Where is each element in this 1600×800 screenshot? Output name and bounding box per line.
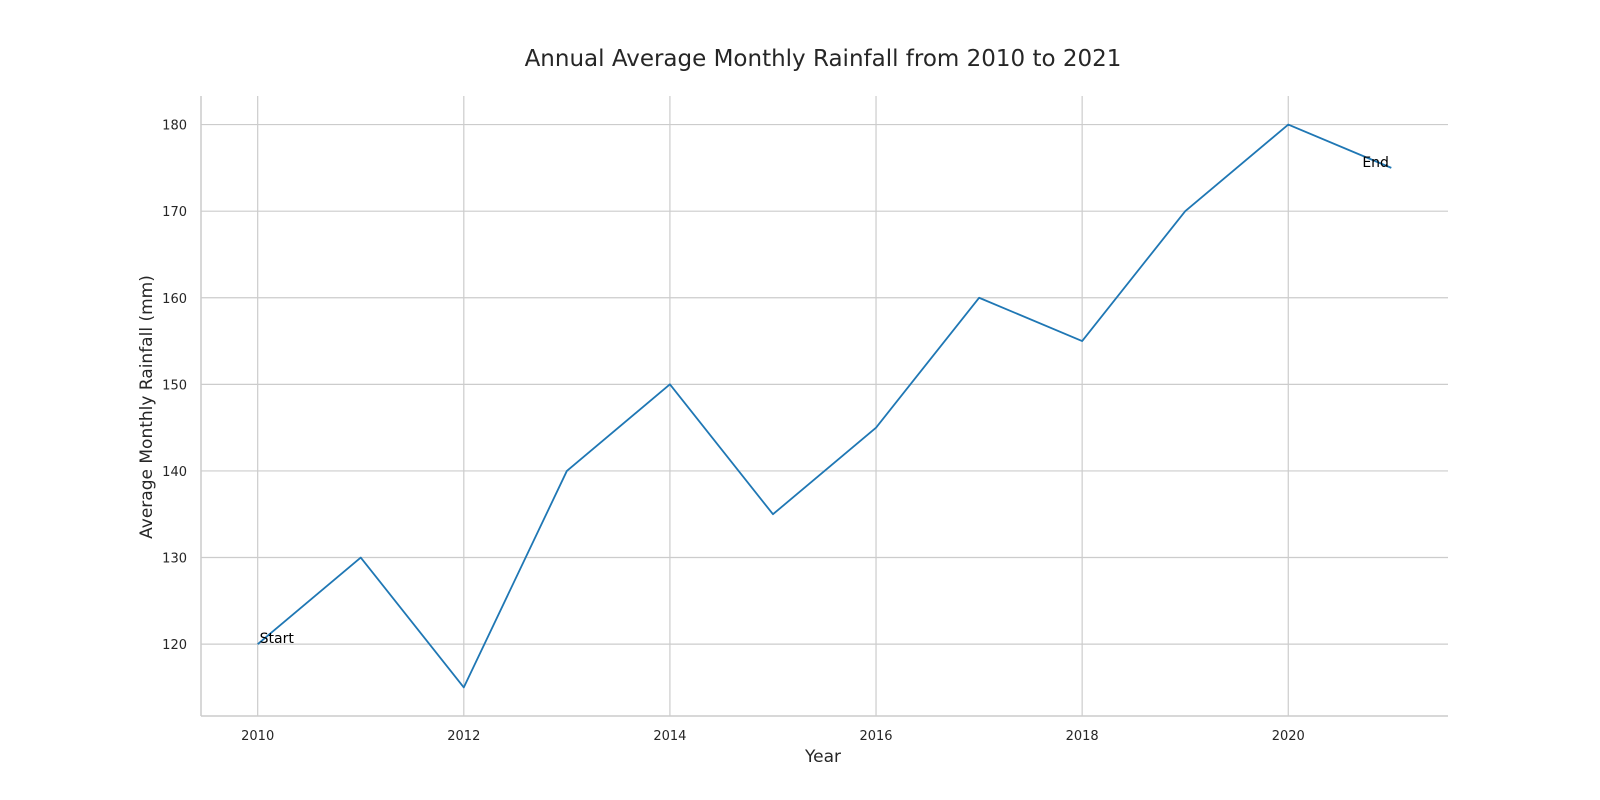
annotation-end: End	[1362, 155, 1389, 171]
y-tick-label: 130	[162, 552, 187, 567]
x-tick-label: 2018	[1066, 729, 1099, 744]
x-tick-label: 2012	[447, 729, 480, 744]
x-axis-label: Year	[804, 747, 841, 767]
annotations: Start End	[260, 155, 1389, 647]
axes-spines	[200, 96, 1448, 717]
series-line	[257, 123, 1392, 689]
y-tick-label: 140	[162, 465, 187, 480]
x-tick-label: 2020	[1272, 729, 1305, 744]
x-tick-label: 2014	[653, 729, 686, 744]
y-tick-label: 160	[162, 292, 187, 307]
y-tick-label: 170	[162, 205, 187, 220]
series-layer	[257, 123, 1392, 689]
tick-labels: 2010 2012 2014 2016 2018 2020 120 130 140 150 160 1…	[162, 119, 1305, 744]
y-tick-label: 150	[162, 378, 187, 393]
chart-title: Annual Average Monthly Rainfall from 201…	[525, 46, 1122, 72]
annotation-start: Start	[260, 631, 295, 647]
grid-lines	[201, 96, 1448, 716]
x-tick-label: 2010	[241, 729, 274, 744]
x-tick-label: 2016	[859, 729, 892, 744]
y-tick-label: 180	[162, 119, 187, 134]
y-tick-label: 120	[162, 638, 187, 653]
y-axis-label: Average Monthly Rainfall (mm)	[137, 275, 157, 539]
